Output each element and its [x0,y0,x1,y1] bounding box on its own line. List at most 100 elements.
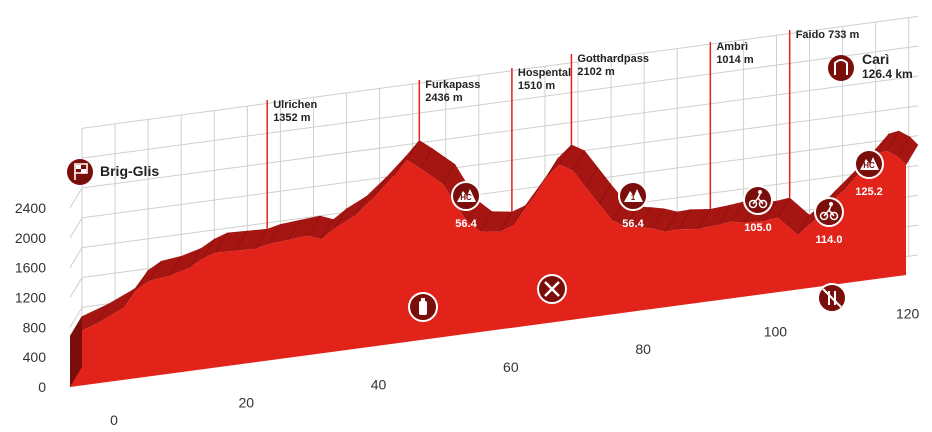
profile-ridge-line [135,269,149,291]
x-tick-label: 0 [110,412,118,428]
profile-side-face [70,316,82,387]
x-tick-label: 60 [503,359,519,375]
profile-ridge-line [122,288,136,309]
marker-climb-hc: HC 125.2 [854,149,884,198]
profile-ridge-line [307,215,321,236]
no-eating-slash [822,288,842,308]
marker-km-label: 105.0 [744,222,772,234]
waypoint-altitude: 2436 m [425,92,463,104]
rider-head [758,190,762,194]
grid-line-h [81,15,919,129]
rider-head [829,202,833,206]
profile-ridge-line [651,208,665,229]
profile-ridge-line [215,232,228,253]
waypoint-altitude: 2102 m [577,66,615,78]
marker-km-label: 56.4 [455,218,477,230]
profile-ridge-line [797,214,810,236]
sprint-badge [743,185,773,215]
profile-ridge-line [572,150,586,171]
climb-category: HC [460,193,472,202]
x-tick-label: 120 [896,306,920,322]
y-tick-label: 1200 [15,290,46,306]
grid-depth-line [69,187,83,209]
x-tick-label: 40 [371,377,387,393]
profile-ridge-line [420,148,433,169]
profile-ridge-line [512,205,526,226]
profile-ridge-line [664,211,678,232]
grid-depth-line [69,217,83,239]
profile-top-surface [70,130,918,337]
profile-ridge-line [479,211,493,232]
y-tick-label: 1600 [15,260,46,276]
profile-ridge-line [334,208,347,229]
start-name: Brig-Glis [100,163,159,179]
fork-knife-icon [544,281,560,297]
marker-km-label: 125.2 [855,186,883,198]
profile-ridge-line [168,255,182,277]
grid-line-h [81,45,919,159]
profile-ridge-line [149,260,162,282]
marker-no-feed [817,283,847,313]
profile-ridge-line [393,155,407,176]
marker-sprint: 114.0 [814,197,844,246]
profile-ridge-line [188,247,202,269]
checkered-flag-square [81,169,86,173]
mountain-icon [624,189,643,202]
grid-depth-line [69,277,83,298]
marker-feed [537,274,567,304]
bottle-icon [419,301,427,315]
marker-km-label: 56.4 [622,218,644,230]
profile-ridge-line [373,176,387,198]
waypoint-name: Ulrichen [273,99,317,111]
finish-distance: 126.4 km [862,67,913,81]
profile-ridge-line [697,208,711,230]
axis-ticks: 0 400 800 1200 1600 2000 2400 0 20 40 60 80 100 120 [15,200,920,428]
sprint-badge [814,197,844,227]
profile-ridge-line [96,303,109,324]
profile-ridge-line [731,201,744,222]
profile-ridge-line [499,211,513,232]
grid-depth-line [69,307,83,328]
profile-ridge-line [559,144,572,165]
profile-ridge-line [876,133,890,154]
grid-line-h [81,135,919,249]
mountain-icon [860,157,879,170]
y-tick-label: 2000 [15,230,46,246]
marker-water [408,292,438,322]
profile-ridge-line [545,157,559,178]
x-tick-label: 80 [635,341,651,357]
profile-ridge-line [354,195,367,217]
profile-ridge-line [638,207,652,228]
grid-line-h [81,75,919,189]
marker-sprint: 105.0 [743,185,773,234]
waypoint-name: Furkapass [425,79,480,91]
waypoint-altitude: 1510 m [518,80,556,92]
bicycle-icon-wheel [829,211,839,221]
profile-ridge-line [254,228,268,250]
no-eating-icon [828,291,836,305]
profile-ridge-line [764,200,777,222]
bicycle-icon [819,211,829,221]
profile-ridge-line [287,219,301,241]
profile-ridge-line [235,230,248,251]
marker-climb-hc: HC 56.4 [451,181,481,230]
mountain-icon [457,189,476,202]
waypoint-name: Ambrì [716,41,748,53]
profile-front-face [70,150,906,387]
profile-ridge-line [320,219,334,240]
profile-ridge-line [598,184,612,205]
checkered-flag-badge [67,159,93,185]
y-tick-label: 0 [38,379,46,395]
profile-ridge-line [886,130,900,151]
profile-ridge-line [905,144,919,165]
checkered-flag-square [76,165,81,169]
profile-ridge-line [532,177,546,199]
profile-ridge-line [777,197,791,218]
y-tick-label: 2400 [15,200,46,216]
finish-name: Carì [862,51,889,67]
x-tick-label: 20 [238,394,254,410]
